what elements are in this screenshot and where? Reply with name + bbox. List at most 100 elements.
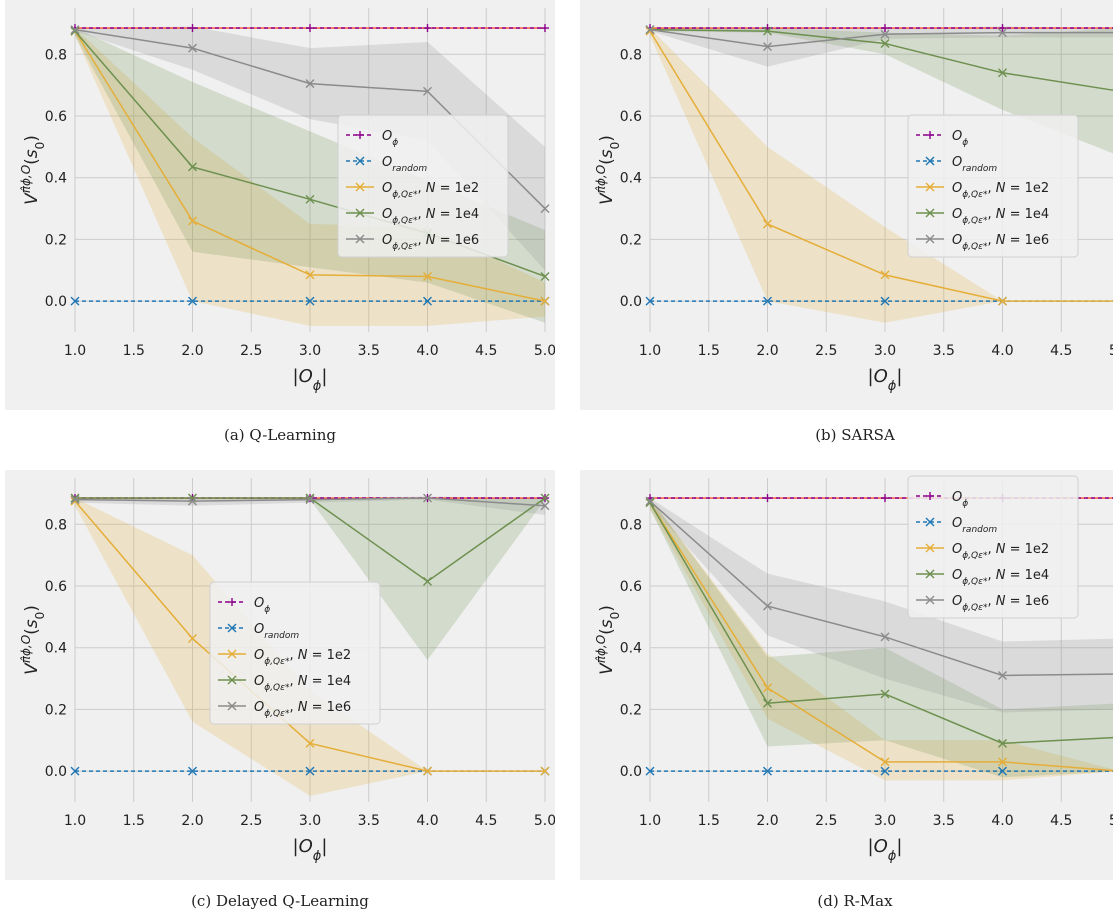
confidence-band [75, 498, 545, 796]
x-marker [645, 496, 655, 506]
legend-item: Oϕ,Qε*, N = 1e4 [346, 207, 479, 226]
confidence-band [650, 28, 1113, 154]
x-tick-label: 2.0 [181, 813, 203, 829]
x-marker [925, 182, 935, 192]
legend-item: Oϕ,Qε*, N = 1e6 [346, 233, 479, 252]
chart-panel-q-learning: 1.0 1.5 2.0 2.5 3.0 3.5 4.0 4.5 5.0 0.0 0.2 0.4 0.6 0… [5, 0, 555, 410]
legend-label: Oϕ,Qε*, N = 1e2 [952, 542, 1049, 561]
x-marker [998, 766, 1007, 776]
x-marker [423, 766, 432, 776]
x-tick-label: 3.5 [933, 343, 955, 359]
y-tick-label: 0.2 [620, 232, 642, 248]
x-marker [645, 25, 655, 35]
x-marker [355, 156, 365, 166]
legend-item: Oϕ [218, 596, 270, 615]
legend: Oϕ Orandom Oϕ,Qε*, N = 1e2 Oϕ,Qε*, N = 1e4 O… [907, 114, 1079, 258]
x-marker [540, 204, 550, 214]
legend-label: Orandom [254, 622, 299, 641]
x-marker [188, 216, 197, 226]
x-tick-label: 1.0 [639, 343, 661, 359]
legend-item: Oϕ [346, 129, 398, 148]
legend-box [337, 114, 509, 258]
x-marker [880, 38, 890, 48]
x-marker [70, 766, 80, 776]
y-tick-label: 0.8 [620, 47, 642, 63]
x-marker [763, 683, 772, 693]
x-tick-label: 3.5 [933, 813, 955, 829]
x-marker [70, 26, 80, 36]
y-tick-label: 0.6 [45, 109, 67, 125]
legend: Oϕ Orandom Oϕ,Qε*, N = 1e2 Oϕ,Qε*, N = 1e4 O… [209, 581, 381, 725]
confidence-band [75, 26, 545, 271]
x-marker [188, 766, 197, 776]
legend-label: Orandom [952, 155, 997, 174]
caption-q-learning: (a) Q-Learning [223, 426, 336, 444]
y-tick-label: 0.0 [45, 294, 67, 310]
x-tick-label: 4.0 [991, 813, 1013, 829]
legend-item: Orandom [916, 155, 997, 174]
legend-item: Oϕ,Qε*, N = 1e6 [916, 233, 1049, 252]
x-marker [227, 675, 237, 685]
x-marker [925, 234, 935, 244]
legend-label: Oϕ,Qε*, N = 1e6 [382, 233, 479, 252]
legend-label: Oϕ,Qε*, N = 1e4 [254, 674, 351, 693]
x-tick-label: 5.0 [1109, 813, 1113, 829]
y-tick-label: 0.4 [620, 171, 642, 187]
legend-box [907, 114, 1079, 258]
x-marker [227, 623, 237, 633]
x-tick-label: 1.5 [698, 813, 720, 829]
x-marker [188, 496, 197, 506]
x-marker [880, 689, 890, 699]
y-tick-label: 0.4 [620, 641, 642, 657]
legend-item: Oϕ,Qε*, N = 1e2 [916, 542, 1049, 561]
series-N1e4 [645, 498, 1113, 748]
x-marker [645, 498, 655, 508]
legend-label: Oϕ,Qε*, N = 1e6 [952, 233, 1049, 252]
y-tick-label: 0.6 [620, 579, 642, 595]
chart-panel-r-max: 1.0 1.5 2.0 2.5 3.0 3.5 4.0 4.5 5.0 0.0 0.2 0.4 0.6 0… [580, 470, 1113, 880]
x-tick-label: 2.5 [815, 343, 837, 359]
x-axis-label: |Oϕ| [293, 366, 328, 394]
line-chart: 1.0 1.5 2.0 2.5 3.0 3.5 4.0 4.5 5.0 0.0 0.2 0.4 0.6 0… [5, 0, 555, 410]
x-tick-label: 4.5 [1050, 343, 1072, 359]
x-marker [423, 296, 432, 306]
grid [74, 478, 546, 802]
x-tick-label: 1.5 [123, 343, 145, 359]
confidence-band [650, 498, 1113, 781]
y-tick-label: 0.2 [45, 232, 67, 248]
x-marker [880, 766, 890, 776]
series-N1e2 [645, 26, 1113, 306]
series-N1e4 [70, 493, 550, 586]
x-marker [540, 766, 550, 776]
y-tick-label: 0.8 [45, 47, 67, 63]
legend-label: Orandom [952, 516, 997, 535]
x-marker [925, 156, 935, 166]
x-marker [70, 25, 80, 35]
legend-label: Oϕ,Qε*, N = 1e6 [254, 700, 351, 719]
x-tick-label: 2.5 [815, 813, 837, 829]
series-N1e6 [645, 25, 1113, 52]
x-marker [70, 495, 80, 505]
x-tick-label: 3.0 [299, 813, 321, 829]
x-marker [305, 493, 315, 503]
x-tick-label: 3.5 [358, 813, 380, 829]
x-marker [763, 698, 772, 708]
x-marker [998, 296, 1007, 306]
series-N1e2 [70, 496, 550, 776]
confidence-band [650, 28, 1113, 323]
x-tick-label: 3.5 [358, 343, 380, 359]
y-tick-label: 0.2 [45, 702, 67, 718]
x-marker [763, 42, 772, 52]
x-axis-label: |Oϕ| [293, 836, 328, 864]
line-chart: 1.0 1.5 2.0 2.5 3.0 3.5 4.0 4.5 5.0 0.0 0.2 0.4 0.6 0… [580, 0, 1113, 410]
x-marker [70, 296, 80, 306]
x-tick-label: 4.5 [475, 813, 497, 829]
y-tick-label: 0.2 [620, 702, 642, 718]
x-marker [355, 208, 365, 218]
legend-label: Oϕ,Qε*, N = 1e4 [382, 207, 479, 226]
y-tick-label: 0.0 [45, 764, 67, 780]
confidence-band [650, 498, 1113, 713]
series-N1e6 [70, 493, 550, 511]
legend-label: Oϕ [952, 129, 968, 148]
x-tick-label: 5.0 [534, 813, 555, 829]
